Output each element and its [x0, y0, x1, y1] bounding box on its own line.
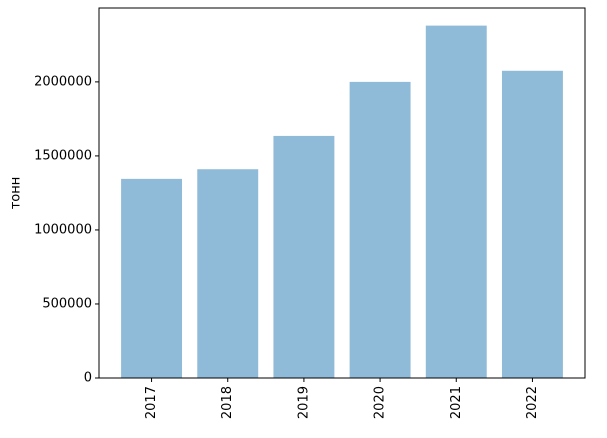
x-tick-label: 2018: [220, 386, 235, 419]
bar: [273, 135, 335, 378]
x-tick-label: 2019: [296, 386, 311, 419]
x-tick-label: 2021: [449, 386, 464, 419]
y-tick-label: 0: [84, 371, 92, 386]
bar: [197, 169, 259, 378]
bar: [425, 25, 487, 378]
y-axis-label: тонн: [9, 177, 24, 210]
y-tick-label: 2000000: [34, 74, 92, 89]
bar: [501, 70, 563, 379]
x-tick-label: 2020: [373, 386, 388, 419]
y-tick-label: 1500000: [34, 148, 92, 163]
bar: [121, 178, 183, 378]
axes-frame: [98, 7, 586, 379]
bar: [349, 81, 411, 378]
x-tick-label: 2017: [144, 386, 159, 419]
x-tick-label: 2022: [525, 386, 540, 419]
y-tick-label: 500000: [42, 296, 92, 311]
y-tick-label: 1000000: [34, 222, 92, 237]
